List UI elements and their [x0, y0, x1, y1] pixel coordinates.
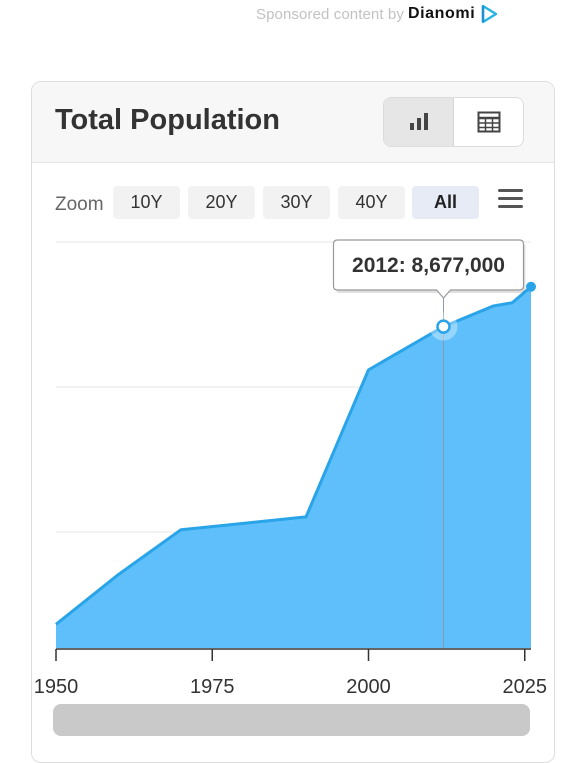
dianomi-play-icon — [479, 4, 499, 24]
tooltip-text: 2012: 8,677,000 — [352, 254, 505, 277]
page-title: Total Population — [55, 104, 280, 136]
population-area-chart: 1950 1975 2000 2025 2012: 8,677,000 — [34, 239, 548, 736]
sponsored-content-line[interactable]: Sponsored content by Dianomi — [256, 3, 499, 25]
zoom-30y-button[interactable]: 30Y — [263, 186, 330, 219]
zoom-all-button[interactable]: All — [412, 186, 479, 219]
table-icon — [477, 111, 500, 133]
hamburger-menu-icon[interactable] — [498, 189, 524, 215]
last-point-marker — [526, 281, 536, 292]
x-tick-label-2000: 2000 — [346, 676, 391, 698]
view-toggle — [383, 97, 524, 147]
x-tick-label-1975: 1975 — [190, 676, 235, 698]
highlighted-point — [436, 319, 451, 334]
sponsored-text: Sponsored content by — [256, 5, 404, 23]
table-view-button[interactable] — [454, 98, 523, 146]
zoom-10y-button[interactable]: 10Y — [113, 186, 180, 219]
x-tick-label-2025: 2025 — [503, 676, 548, 698]
dianomi-brand[interactable]: Dianomi — [407, 5, 476, 22]
navigator-scrollbar[interactable] — [53, 704, 530, 736]
card-header: Total Population — [32, 82, 554, 163]
x-tick-label-1950: 1950 — [34, 676, 79, 698]
bar-chart-icon — [409, 113, 428, 130]
zoom-40y-button[interactable]: 40Y — [338, 186, 405, 219]
chart-view-button[interactable] — [384, 98, 454, 146]
population-line — [55, 285, 532, 626]
population-area — [56, 286, 531, 648]
zoom-label: Zoom — [55, 194, 104, 215]
zoom-row: Zoom 10Y 20Y 30Y 40Y All — [32, 185, 554, 221]
tooltip-box — [332, 239, 525, 299]
zoom-20y-button[interactable]: 20Y — [188, 186, 255, 219]
population-card: Total Population — [31, 81, 555, 763]
